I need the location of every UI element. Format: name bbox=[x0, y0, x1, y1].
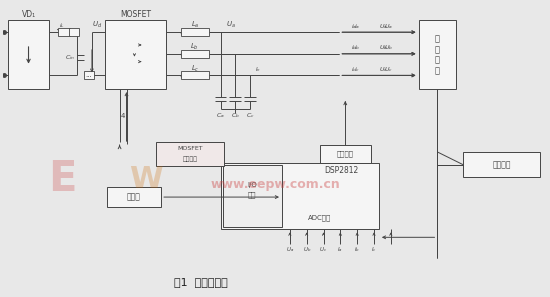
Bar bbox=[223, 165, 282, 228]
Text: VD₁: VD₁ bbox=[21, 10, 36, 19]
Text: $C_c$: $C_c$ bbox=[246, 111, 255, 120]
Text: www.eepw.com.cn: www.eepw.com.cn bbox=[210, 178, 340, 191]
Text: $U_a$: $U_a$ bbox=[226, 20, 235, 31]
Text: $U_a$: $U_a$ bbox=[286, 245, 294, 254]
Text: $C_a$: $C_a$ bbox=[216, 111, 225, 120]
Text: $U_c$: $U_c$ bbox=[384, 65, 393, 74]
Text: ADC通道: ADC通道 bbox=[308, 214, 331, 221]
Text: 4: 4 bbox=[120, 113, 125, 119]
Text: W: W bbox=[129, 165, 163, 194]
Text: $i_b$: $i_b$ bbox=[351, 43, 358, 52]
Text: $U_b$: $U_b$ bbox=[379, 43, 388, 52]
Text: $I_b$: $I_b$ bbox=[354, 245, 360, 254]
Bar bbox=[84, 72, 94, 79]
Bar bbox=[463, 152, 540, 177]
Text: $C_b$: $C_b$ bbox=[231, 111, 240, 120]
Text: 采样电路: 采样电路 bbox=[492, 160, 511, 169]
Text: 开关量: 开关量 bbox=[126, 192, 140, 202]
Bar bbox=[419, 20, 456, 89]
Bar bbox=[181, 50, 208, 58]
Text: $i_c$: $i_c$ bbox=[354, 65, 360, 74]
Text: $U_a$: $U_a$ bbox=[384, 22, 393, 31]
Bar bbox=[181, 28, 208, 36]
Bar bbox=[8, 20, 50, 89]
Bar bbox=[320, 145, 371, 163]
Text: $L_b$: $L_b$ bbox=[190, 42, 199, 52]
Text: E: E bbox=[48, 158, 76, 200]
Text: $U_d$: $U_d$ bbox=[92, 20, 102, 31]
Bar bbox=[156, 142, 223, 166]
Text: $I_c$: $I_c$ bbox=[371, 245, 377, 254]
Text: $L_a$: $L_a$ bbox=[190, 20, 199, 31]
Text: $i_a$: $i_a$ bbox=[351, 22, 358, 31]
Text: $i_a$: $i_a$ bbox=[354, 22, 360, 31]
Text: DSP2812: DSP2812 bbox=[324, 166, 359, 175]
Text: $I_n$: $I_n$ bbox=[255, 65, 261, 74]
Text: $U_b$: $U_b$ bbox=[384, 43, 393, 52]
Text: $I_a$: $I_a$ bbox=[338, 245, 343, 254]
Text: $i_c$: $i_c$ bbox=[351, 65, 358, 74]
Text: $U_a$: $U_a$ bbox=[379, 22, 388, 31]
Text: I/O: I/O bbox=[248, 182, 257, 188]
Text: $U_c$: $U_c$ bbox=[379, 65, 388, 74]
Text: $C_{in}$: $C_{in}$ bbox=[65, 53, 75, 62]
Bar bbox=[107, 187, 161, 207]
Bar bbox=[104, 20, 166, 89]
Text: 驱动电路: 驱动电路 bbox=[183, 156, 197, 162]
Text: 图1  系统原理图: 图1 系统原理图 bbox=[174, 277, 228, 287]
Text: $U_b$: $U_b$ bbox=[302, 245, 311, 254]
Text: MOSFET: MOSFET bbox=[120, 10, 151, 19]
Text: MOSFET: MOSFET bbox=[177, 146, 203, 151]
Text: 通道: 通道 bbox=[248, 192, 256, 198]
Text: $i_{L}$: $i_{L}$ bbox=[59, 21, 65, 30]
Text: 三
相
负
载: 三 相 负 载 bbox=[435, 35, 440, 75]
Text: ...: ... bbox=[85, 72, 92, 78]
Text: $L_c$: $L_c$ bbox=[190, 64, 199, 74]
Bar bbox=[69, 28, 79, 36]
Bar bbox=[221, 163, 379, 230]
Bar bbox=[58, 28, 70, 36]
Text: 开关触发: 开关触发 bbox=[337, 151, 354, 157]
Bar bbox=[181, 72, 208, 79]
Text: $i_b$: $i_b$ bbox=[354, 43, 360, 52]
Text: $U_c$: $U_c$ bbox=[320, 245, 328, 254]
